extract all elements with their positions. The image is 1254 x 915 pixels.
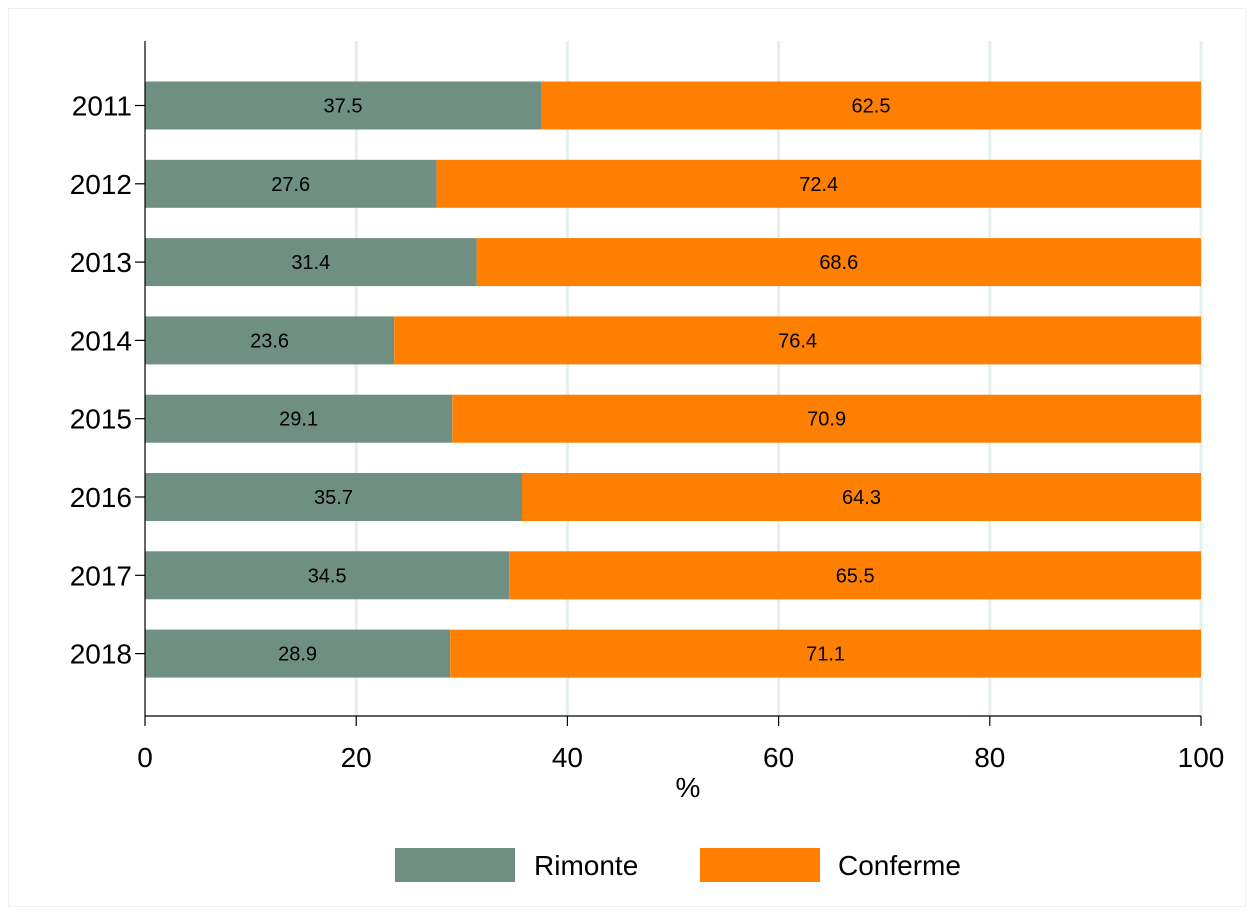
x-tick-label: 100 xyxy=(1178,742,1225,773)
y-tick-label: 2018 xyxy=(70,639,132,670)
x-tick-label: 80 xyxy=(974,742,1005,773)
data-label: 71.1 xyxy=(806,644,845,666)
data-label: 31.4 xyxy=(291,252,330,274)
axes: 0 20 40 60 80 100 2011 2012 2013 2014 2015 2016 2017… xyxy=(70,41,1225,773)
bar-rimonte xyxy=(145,238,477,287)
data-label: 72.4 xyxy=(799,174,838,196)
y-tick-label: 2011 xyxy=(72,91,132,122)
bar-conferme xyxy=(521,473,1201,521)
data-label: 37.5 xyxy=(324,96,363,118)
y-tick-label: 2017 xyxy=(70,560,132,591)
data-label: 35.7 xyxy=(314,487,353,509)
bar-rimonte xyxy=(145,159,437,208)
y-tick-label: 2016 xyxy=(70,482,132,513)
data-label: 65.5 xyxy=(836,565,875,587)
data-label: 27.6 xyxy=(271,174,310,196)
bar-conferme xyxy=(476,238,1202,287)
data-label: 23.6 xyxy=(250,330,289,352)
x-tick-label: 20 xyxy=(341,742,372,773)
data-label: 70.9 xyxy=(807,409,846,431)
data-label: 62.5 xyxy=(852,96,891,118)
bar-conferme xyxy=(436,159,1201,208)
legend-label-conferme: Conferme xyxy=(838,850,961,881)
legend-swatch-rimonte xyxy=(395,848,515,882)
data-label: 68.6 xyxy=(819,252,858,274)
y-tick-label: 2014 xyxy=(70,325,132,356)
bar-conferme xyxy=(509,551,1201,600)
data-label: 34.5 xyxy=(308,565,347,587)
x-tick-label: 40 xyxy=(552,742,583,773)
data-label: 64.3 xyxy=(842,487,881,509)
data-label: 76.4 xyxy=(778,330,817,352)
y-tick-label: 2012 xyxy=(70,169,132,200)
bar-rimonte xyxy=(145,316,395,365)
bar-rimonte xyxy=(145,629,451,678)
gridlines xyxy=(354,41,1203,716)
x-tick-label: 60 xyxy=(763,742,794,773)
bar-rimonte xyxy=(145,473,522,521)
legend-label-rimonte: Rimonte xyxy=(534,850,638,881)
legend-swatch-conferme xyxy=(700,848,820,882)
y-tick-label: 2015 xyxy=(70,404,132,435)
bar-rimonte xyxy=(145,551,510,600)
bar-conferme xyxy=(452,394,1201,443)
bars: 37.5 62.5 27.6 72.4 31.4 68.6 23.6 76.4 29.1 70.9… xyxy=(145,81,1202,678)
chart-frame xyxy=(8,8,1246,907)
bar-conferme xyxy=(394,316,1201,365)
bar-conferme xyxy=(541,81,1201,130)
data-label: 28.9 xyxy=(278,644,317,666)
x-axis-label: % xyxy=(676,772,701,803)
legend: Rimonte Conferme xyxy=(395,848,961,882)
bar-rimonte xyxy=(145,81,541,130)
bar-rimonte xyxy=(145,394,453,443)
x-tick-label: 0 xyxy=(137,742,153,773)
data-label: 29.1 xyxy=(279,409,318,431)
bar-conferme xyxy=(450,629,1202,678)
y-tick-label: 2013 xyxy=(70,247,132,278)
